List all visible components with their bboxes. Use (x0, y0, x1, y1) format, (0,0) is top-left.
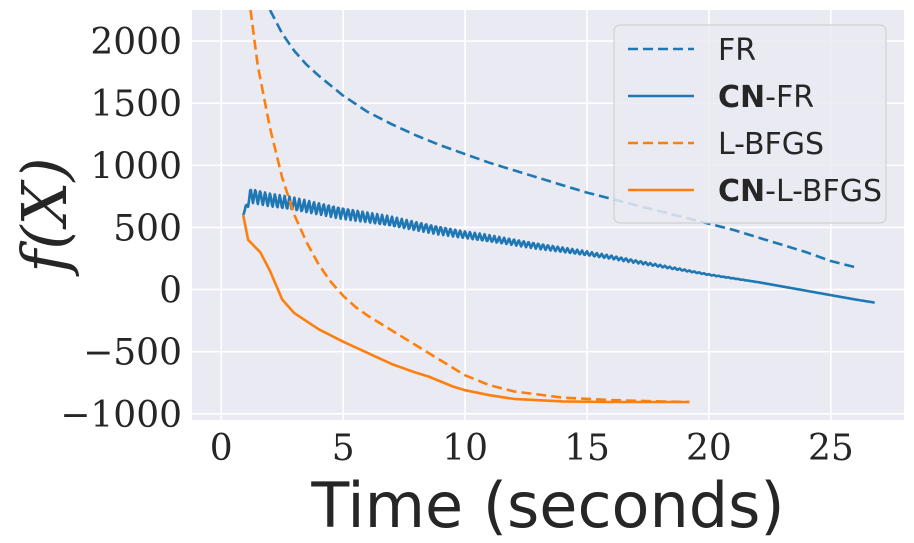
y-tick-label: 1500 (90, 84, 182, 125)
y-tick-label: 0 (159, 271, 182, 312)
legend-entry-text: FR (718, 33, 756, 68)
series-layer (241, 10, 876, 404)
y-tick-label: −500 (83, 333, 182, 374)
series-line-cn-fr (242, 188, 876, 304)
x-tick-label: 25 (808, 428, 854, 469)
legend-entry: L-BFGS (718, 127, 824, 162)
x-tick-label: 0 (210, 428, 233, 469)
legend-entry: CN-L-BFGS (718, 174, 882, 209)
y-axis-label: f(X) (8, 157, 81, 276)
series-line-l-bfgs (249, 10, 690, 404)
y-tick-label: 500 (113, 208, 182, 249)
x-tick-label: 10 (442, 428, 488, 469)
legend-entry-bold: CN (718, 80, 765, 115)
legend-entry-text: -FR (765, 80, 814, 115)
legend-entry: CN-FR (718, 80, 814, 115)
x-axis-ticks: 0 5 10 15 20 25 (210, 428, 854, 469)
legend-entry: FR (718, 33, 756, 68)
x-tick-label: 20 (686, 428, 732, 469)
y-tick-label: −1000 (60, 395, 182, 436)
legend-box (613, 24, 887, 224)
legend-entry-text: -L-BFGS (765, 174, 882, 209)
series-line-cn-l-bfgs (241, 214, 690, 404)
x-axis-label: Time (seconds) (310, 469, 784, 542)
y-axis-ticks: −1000 −500 0 500 1000 1500 2000 (60, 22, 182, 436)
legend-entry-bold: CN (718, 174, 765, 209)
grid (192, 10, 904, 420)
series-line-fr (268, 10, 856, 269)
x-tick-label: 15 (564, 428, 610, 469)
y-tick-label: 2000 (90, 22, 182, 63)
x-tick-label: 5 (332, 428, 355, 469)
legend-entry-text: L-BFGS (718, 127, 824, 162)
y-tick-label: 1000 (90, 146, 182, 187)
